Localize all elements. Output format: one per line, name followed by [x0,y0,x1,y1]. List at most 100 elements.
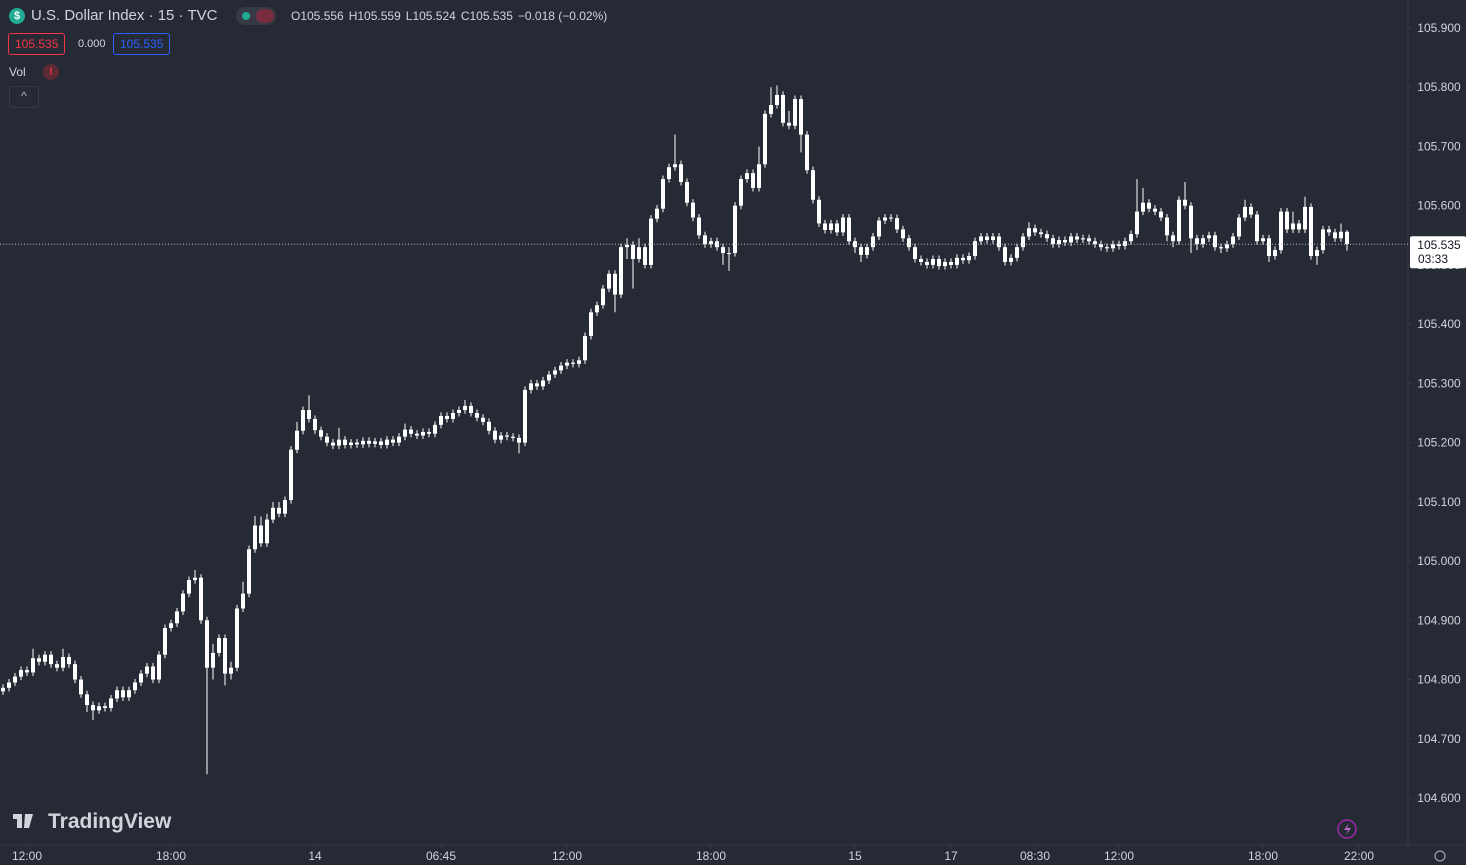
candle-body [1339,231,1343,239]
collapse-button[interactable]: ^ [9,86,39,108]
candle-body [529,383,533,390]
candle-body [67,657,71,665]
candle-body [697,217,701,236]
candle-body [1027,228,1031,237]
last-price-box [1410,236,1466,269]
candle-body [283,500,287,514]
candle-body [433,424,437,434]
candle-body [259,525,263,544]
candle-body [133,682,137,691]
status-toggle[interactable] [236,7,276,25]
candle-body [193,577,197,581]
ohlc-item: O105.556 [291,9,344,23]
lightning-icon[interactable] [1337,819,1357,839]
candle-body [517,437,521,443]
candle-body [823,223,827,230]
candle-body [817,199,821,224]
x-tick-label: 12:00 [12,849,42,863]
indicator-name: Vol [9,65,26,79]
candle-body [1279,211,1283,251]
candle-body [115,690,119,699]
candle-body [55,664,59,668]
candle-body [1009,257,1013,262]
settings-icon[interactable] [1434,850,1446,862]
candle-body [769,105,773,114]
candle-body [469,405,473,413]
candle-body [859,247,863,255]
y-tick-label: 105.000 [1417,554,1461,568]
y-tick-label: 105.200 [1417,436,1461,450]
candle-body [43,654,47,662]
candle-body [1153,208,1157,212]
y-tick-label: 104.700 [1417,732,1461,746]
candle-body [733,205,737,254]
candle-body [835,223,839,233]
candle-body [1147,202,1151,209]
candle-body [925,261,929,265]
candle-body [679,164,683,182]
candle-body [1093,241,1097,245]
candle-body [7,682,11,688]
candle-body [1039,232,1043,235]
symbol-title[interactable]: U.S. Dollar Index · 15 · TVC [31,7,218,24]
candle-body [607,273,611,289]
candle-body [1177,199,1181,242]
candle-body [685,182,689,203]
candle-body [1327,229,1331,233]
x-tick-label: 18:00 [156,849,186,863]
x-tick-label: 17 [944,849,958,863]
candle-body [367,440,371,444]
candle-body [949,261,953,265]
candles [1,85,1349,775]
candle-body [535,383,539,387]
x-tick-label: 18:00 [1248,849,1278,863]
candle-body [457,410,461,413]
candle-body [631,244,635,259]
axes: 105.900105.800105.700105.600105.500105.4… [0,21,1466,863]
candle-body [127,690,131,698]
candle-body [997,236,1001,248]
candle-body [1117,244,1121,246]
candle-body [199,577,203,621]
candle-body [1111,244,1115,249]
candle-body [559,365,563,371]
candle-body [721,247,725,254]
candle-body [811,170,815,200]
candle-body [1267,238,1271,257]
candle-body [355,442,359,445]
candle-body [73,664,77,680]
candle-body [1141,202,1145,212]
candle-body [763,113,767,165]
candle-body [745,173,749,180]
bid-button[interactable]: 105.535 [8,33,66,55]
candle-body [955,257,959,265]
candle-body [799,99,803,135]
candle-body [1321,229,1325,251]
candle-body [1075,236,1079,240]
candle-body [223,638,227,674]
candle-body [1333,232,1337,239]
candle-body [331,442,335,446]
candle-body [181,593,185,612]
candle-body [487,421,491,431]
x-tick-label: 12:00 [552,849,582,863]
ask-button[interactable]: 105.535 [113,33,171,55]
indicator-warning[interactable]: ! [43,64,59,80]
candle-body [337,439,341,446]
candle-body [805,134,809,171]
candle-body [19,670,23,677]
candle-body [481,417,485,422]
y-tick-label: 105.800 [1417,80,1461,94]
candle-body [103,706,107,708]
candle-body [151,666,155,680]
y-tick-label: 105.900 [1417,21,1461,35]
candle-body [217,638,221,653]
candle-body [565,362,569,366]
candle-body [403,429,407,437]
ohlc-item: H105.559 [348,9,401,23]
candle-body [1081,238,1085,240]
candle-body [343,439,347,445]
candle-body [109,698,113,708]
candle-body [85,694,89,706]
